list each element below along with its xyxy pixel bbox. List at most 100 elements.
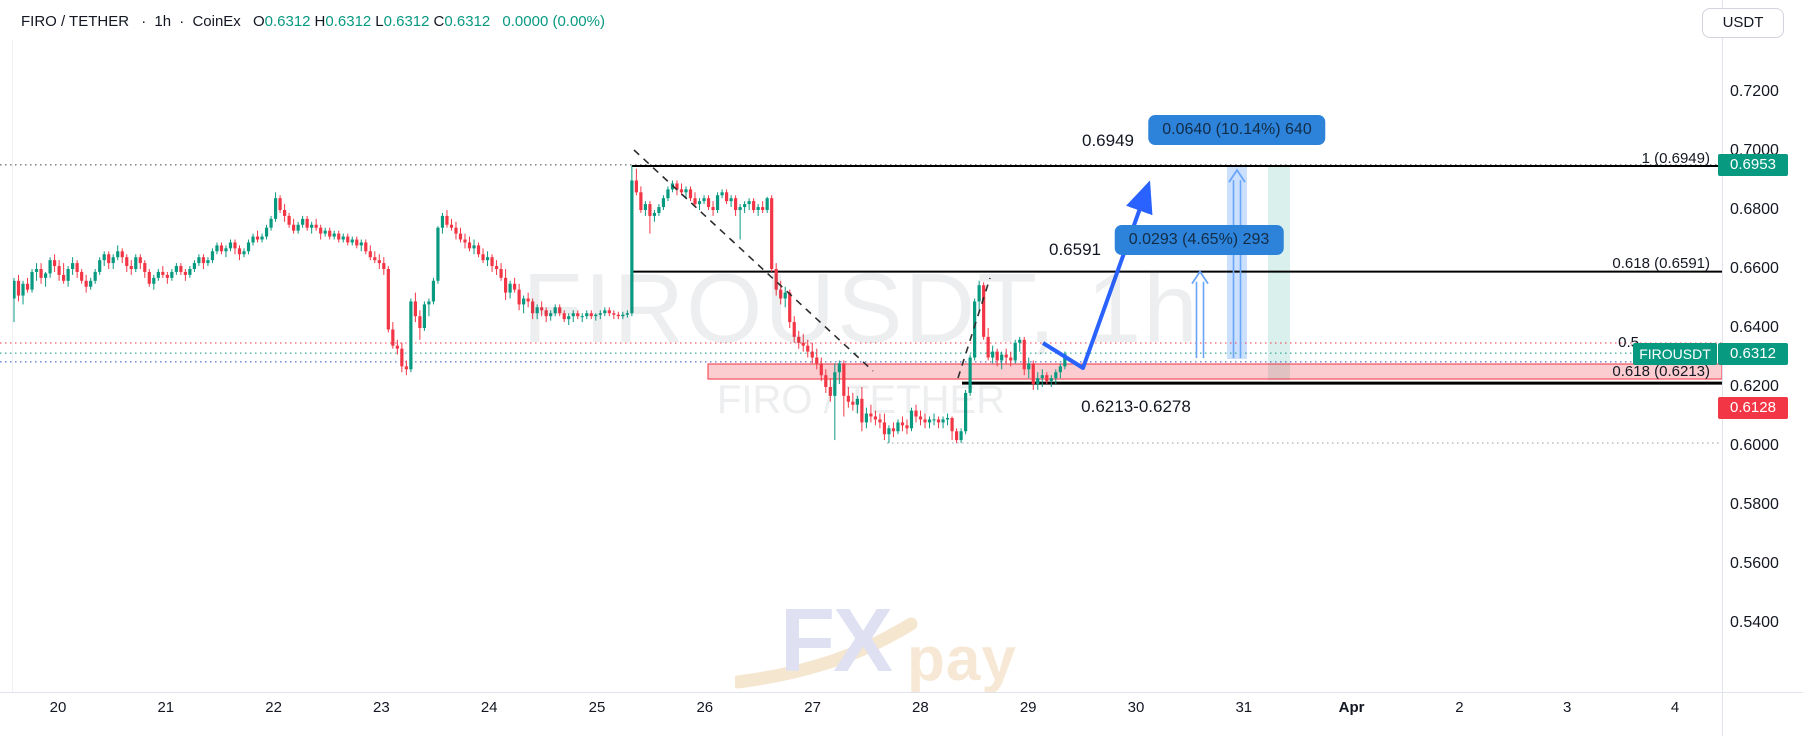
candle-body xyxy=(341,236,345,240)
candle-body xyxy=(440,215,445,228)
candle-body xyxy=(431,280,436,302)
candle-body xyxy=(711,207,715,210)
candle-body xyxy=(585,313,589,317)
header-separator: · xyxy=(179,13,185,30)
candle-body xyxy=(693,198,697,205)
candle-body xyxy=(107,254,111,264)
candle-body xyxy=(346,236,350,243)
candle-body xyxy=(273,198,278,219)
candle-body xyxy=(1063,353,1067,367)
candle-body xyxy=(355,239,359,246)
candle-body xyxy=(819,363,823,376)
candle-body xyxy=(25,283,30,290)
candle-body xyxy=(540,307,544,311)
ohlc-value: 0.6312 xyxy=(264,13,311,30)
candle-body xyxy=(724,192,729,202)
interval-label[interactable]: 1h xyxy=(154,13,172,30)
candle-body xyxy=(476,245,481,255)
candle-body xyxy=(152,277,156,284)
candle-body xyxy=(179,266,183,272)
candle-body xyxy=(111,257,115,264)
candle-body xyxy=(260,236,264,240)
candle-body xyxy=(851,401,855,405)
fxpay-swoosh-icon xyxy=(735,617,918,689)
candle-body xyxy=(666,189,670,199)
fxpay-logo: FX pay xyxy=(735,590,1065,694)
time-axis-label: 31 xyxy=(1235,699,1253,716)
candle-body xyxy=(806,345,810,352)
candle-body xyxy=(706,198,711,208)
candle-body xyxy=(1036,378,1040,385)
candle-body xyxy=(900,422,905,426)
candle-body xyxy=(490,257,494,267)
measure-result-box[interactable]: 0.0640 (10.14%) 640 xyxy=(1148,115,1326,145)
candle-body xyxy=(815,357,819,364)
candle-body xyxy=(373,257,377,261)
candle-body xyxy=(39,269,43,278)
candle-body xyxy=(517,289,521,305)
candle-body xyxy=(1009,357,1013,361)
candle-body xyxy=(652,212,657,216)
candle-body xyxy=(828,387,832,396)
candle-body xyxy=(544,310,548,317)
candle-body xyxy=(594,314,598,317)
candle-body xyxy=(756,207,760,210)
candle-body xyxy=(982,285,986,337)
price-axis-label: 0.6400 xyxy=(1730,319,1779,336)
price-badge: 0.6312 xyxy=(1718,342,1788,365)
candle-body xyxy=(1054,372,1058,379)
candle-body xyxy=(71,263,75,269)
ohlc-letter: H xyxy=(314,13,326,30)
ohlc-value: 0.6312 xyxy=(325,13,372,30)
trendline-dashed[interactable] xyxy=(633,149,874,372)
candle-body xyxy=(630,180,634,314)
candle-body xyxy=(264,227,269,237)
supply-zone[interactable] xyxy=(707,363,1723,380)
candle-body xyxy=(395,345,399,349)
candle-body xyxy=(422,304,427,328)
symbol-title[interactable]: FIRO / TETHER xyxy=(21,13,130,30)
candle-body xyxy=(792,322,796,337)
candle-body xyxy=(833,372,837,396)
measure-band[interactable] xyxy=(1268,166,1290,381)
currency-toggle-button[interactable]: USDT xyxy=(1702,8,1784,38)
measure-result-box[interactable]: 0.0293 (4.65%) 293 xyxy=(1114,225,1284,255)
candle-body xyxy=(607,310,611,314)
candle-body xyxy=(788,292,792,323)
ohlc-letter: C xyxy=(433,13,445,30)
candle-body xyxy=(869,413,873,417)
symbol-header[interactable]: FIRO / TETHER · 1h · CoinEx O0.6312 H0.63… xyxy=(21,13,609,30)
candle-body xyxy=(810,351,814,358)
candle-body xyxy=(413,301,417,317)
candle-body xyxy=(968,357,972,393)
candle-body xyxy=(932,419,936,421)
candle-body xyxy=(1040,375,1044,379)
fib-level-label: 0.618 (0.6591) xyxy=(1612,254,1710,272)
candle-body xyxy=(914,410,918,417)
candle-body xyxy=(57,266,61,275)
candle-body xyxy=(485,257,490,261)
candle-body xyxy=(995,351,999,361)
candle-body xyxy=(1027,363,1031,370)
time-axis-label: 3 xyxy=(1563,699,1572,716)
price-level-text: 0.6591 xyxy=(1049,240,1101,259)
fib-level-label: 1 (0.6949) xyxy=(1641,150,1710,168)
trendline-dashed[interactable] xyxy=(957,277,991,379)
candle-body xyxy=(878,419,882,423)
candle-body xyxy=(842,363,846,396)
candle-body xyxy=(770,198,774,269)
measure-band[interactable] xyxy=(1227,166,1247,359)
candle-body xyxy=(761,207,765,210)
candle-body xyxy=(927,419,932,423)
candle-body xyxy=(445,215,449,225)
candle-body xyxy=(170,271,174,278)
candle-body xyxy=(364,242,368,252)
candle-body xyxy=(359,242,363,246)
candle-body xyxy=(743,204,747,208)
candle-body xyxy=(246,242,251,252)
candle-body xyxy=(1004,354,1008,358)
candle-body xyxy=(522,298,526,305)
price-axis-label: 0.6200 xyxy=(1730,378,1779,395)
watermark-name: FIRO / TETHER xyxy=(716,378,1006,422)
